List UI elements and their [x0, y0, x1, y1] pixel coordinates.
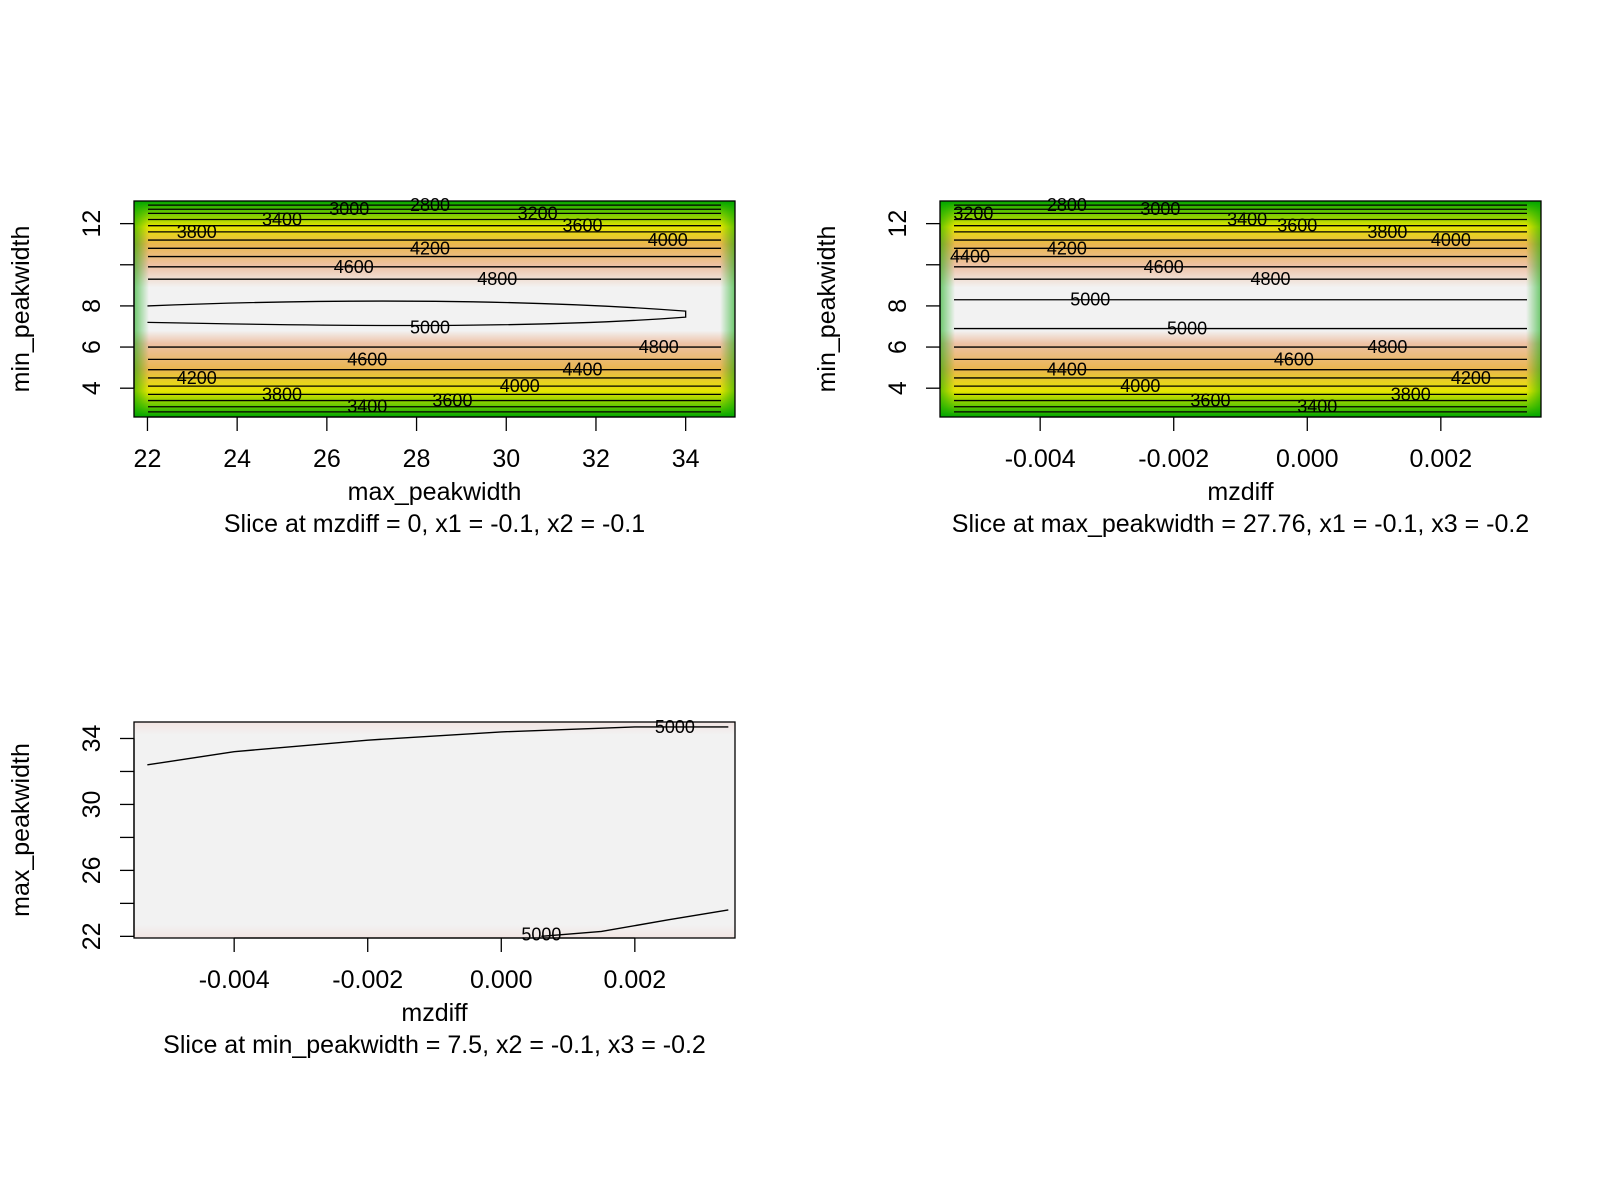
contour-label: 3600: [1190, 391, 1230, 411]
x-axis-title: max_peakwidth: [348, 478, 522, 506]
x-tick-label: 0.000: [1276, 445, 1339, 473]
y-tick-label: 6: [884, 340, 912, 354]
contour-label: 3800: [1367, 222, 1407, 242]
contour-label: 2800: [1047, 195, 1087, 215]
x-tick-label: 0.002: [604, 966, 667, 994]
contour-label: 4800: [477, 269, 517, 289]
contour-label: 3800: [262, 384, 302, 404]
x-axis-title: mzdiff: [1207, 478, 1273, 506]
contour-label: 4400: [1047, 360, 1087, 380]
x-tick-label: 24: [223, 445, 251, 473]
y-tick-label: 26: [78, 856, 106, 884]
contour-label: 5000: [1167, 319, 1207, 339]
x-axis-title: mzdiff: [401, 999, 467, 1027]
contour-label: 3200: [953, 203, 993, 223]
contour-label: 5000: [521, 925, 561, 945]
contour-label: 3200: [518, 203, 558, 223]
contour-panel-2: 3200 2800 3000 3400 3600 3800 4000 4400 4200 4600…: [813, 195, 1542, 538]
contour-label: 4200: [177, 368, 217, 388]
contour-label: 3800: [177, 222, 217, 242]
contour-label: 3600: [1277, 216, 1317, 236]
x-tick-label: 22: [134, 445, 162, 473]
contour-label: 4000: [500, 376, 540, 396]
contour-label: 3600: [432, 391, 472, 411]
contour-label: 4800: [1251, 269, 1291, 289]
contour-label: 4000: [1431, 230, 1471, 250]
contour-panel-3: 5000 5000 -0.004 -0.002 0.000 0.002 22 26 30 34 mz…: [7, 717, 736, 1059]
x-tick-label: 30: [492, 445, 520, 473]
x-tick-label: -0.004: [199, 966, 270, 994]
contour-label: 4400: [562, 360, 602, 380]
contour-line-5000: [541, 909, 729, 938]
x-tick-label: 26: [313, 445, 341, 473]
contour-label: 5000: [1070, 290, 1110, 310]
contour-label: 5000: [410, 318, 450, 338]
x-tick-label: -0.002: [1138, 445, 1209, 473]
heatmap-fill: [134, 722, 735, 938]
contour-label: 3400: [262, 210, 302, 230]
contour-label: 3400: [1297, 397, 1337, 417]
heatmap-edge-fill: [134, 201, 735, 417]
contour-label: 4200: [410, 238, 450, 258]
contour-label: 3600: [562, 216, 602, 236]
y-axis-title: max_peakwidth: [7, 743, 35, 917]
y-tick-label: 34: [78, 724, 106, 752]
contour-label: 4800: [639, 337, 679, 357]
y-tick-label: 6: [78, 340, 106, 354]
contour-label: 4600: [347, 349, 387, 369]
contour-label: 4600: [1144, 257, 1184, 277]
y-tick-label: 8: [884, 299, 912, 313]
contour-label: 3000: [1140, 199, 1180, 219]
contour-label: 4400: [950, 247, 990, 267]
contour-label: 4800: [1367, 337, 1407, 357]
slice-caption: Slice at mzdiff = 0, x1 = -0.1, x2 = -0.…: [224, 510, 645, 538]
contour-label: 3400: [347, 397, 387, 417]
contour-label: 3800: [1391, 384, 1431, 404]
contour-label: 4200: [1451, 368, 1491, 388]
contour-label: 2800: [410, 195, 450, 215]
slice-caption: Slice at max_peakwidth = 27.76, x1 = -0.…: [952, 510, 1529, 538]
y-tick-label: 4: [884, 381, 912, 395]
heatmap-edge-fill: [940, 201, 1541, 417]
y-tick-label: 12: [78, 210, 106, 238]
contour-label: 4600: [334, 257, 374, 277]
contour-label: 4000: [1120, 376, 1160, 396]
contour-label: 4000: [648, 230, 688, 250]
contour-label: 5000: [655, 717, 695, 737]
contour-line-5000: [147, 726, 729, 766]
y-tick-label: 12: [884, 210, 912, 238]
x-tick-label: -0.002: [332, 966, 403, 994]
contour-label: 3000: [329, 199, 369, 219]
x-tick-label: 0.002: [1410, 445, 1473, 473]
x-tick-label: 28: [403, 445, 431, 473]
contour-label: 3400: [1227, 210, 1267, 230]
y-axis-title: min_peakwidth: [7, 226, 35, 393]
y-tick-label: 30: [78, 791, 106, 819]
slice-caption: Slice at min_peakwidth = 7.5, x2 = -0.1,…: [163, 1031, 706, 1059]
contour-label: 4600: [1274, 349, 1314, 369]
contour-panel-1: 2800 3000 3200 3400 3600 3800 4000 4200 4600 4800…: [7, 195, 736, 538]
contour-label: 4200: [1047, 238, 1087, 258]
y-tick-label: 4: [78, 381, 106, 395]
x-tick-label: -0.004: [1005, 445, 1076, 473]
x-tick-label: 32: [582, 445, 610, 473]
contour-line-5000: [147, 300, 687, 327]
y-axis-title: min_peakwidth: [813, 226, 841, 393]
y-tick-label: 22: [78, 922, 106, 950]
x-tick-label: 0.000: [470, 966, 533, 994]
y-tick-label: 8: [78, 299, 106, 313]
x-tick-label: 34: [672, 445, 700, 473]
